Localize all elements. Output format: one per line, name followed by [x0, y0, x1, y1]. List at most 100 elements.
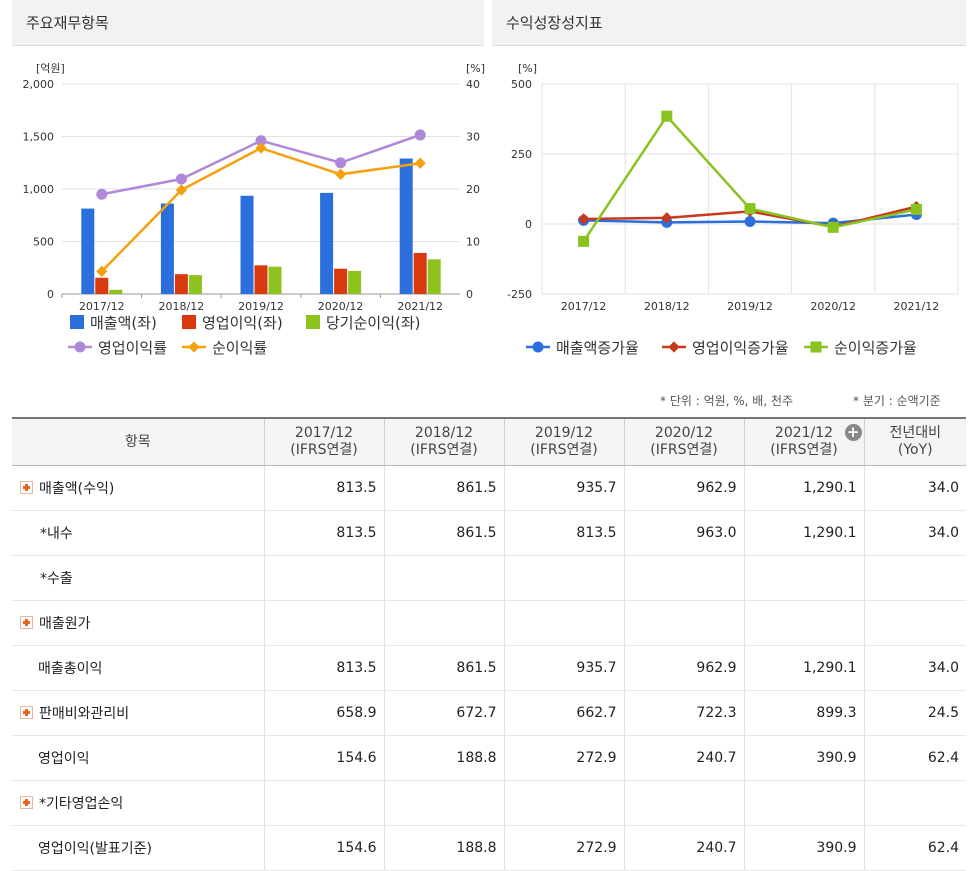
- line-point: [96, 265, 108, 278]
- value-cell: [743, 555, 864, 601]
- y-tick-label: 250: [511, 148, 532, 161]
- unit-note: * 단위 : 억원, %, 배, 천주: [660, 394, 794, 408]
- value-cell: [863, 600, 966, 646]
- line-point: [335, 157, 347, 169]
- value-cell: [503, 780, 624, 826]
- legend-label: 영업이익률: [98, 339, 167, 357]
- value-cell: [263, 780, 384, 826]
- bar: [95, 277, 109, 294]
- value-cell: 240.7: [623, 825, 744, 871]
- row-label: 매출액(수익): [39, 481, 115, 497]
- expand-row-icon[interactable]: [20, 796, 33, 809]
- value-cell: 861.5: [383, 465, 504, 511]
- bar: [81, 208, 95, 294]
- x-tick-label: 2019/12: [238, 300, 284, 313]
- header-date: 2020/12: [654, 425, 714, 441]
- expand-row-icon[interactable]: [20, 616, 33, 629]
- header-date: 2019/12: [534, 425, 594, 441]
- line-point: [414, 157, 426, 169]
- series-line: [100, 146, 421, 273]
- table-row: 매출원가: [12, 600, 966, 646]
- y-right-tick-label: 30: [466, 131, 480, 144]
- header-period: 2020/12 (IFRS연결): [623, 418, 744, 466]
- table-row: 매출총이익 813.5 861.5 935.7 962.9 1,290.1 34.0: [12, 645, 966, 691]
- financial-table: 항목 2017/12 (IFRS연결) 2018/12 (IFRS연결) 2019/…: [12, 417, 966, 871]
- value-cell: 24.5: [863, 690, 966, 736]
- legend-label: 순이익률: [212, 339, 267, 357]
- y-left-tick-label: 2,000: [23, 78, 55, 91]
- quarter-note: * 분기 : 순액기준: [853, 394, 941, 408]
- table-row: *내수 813.5 861.5 813.5 963.0 1,290.1 34.0: [12, 510, 966, 556]
- value-cell: 390.9: [743, 825, 864, 871]
- row-label: 매출원가: [39, 616, 91, 632]
- row-label: *기타영업손익: [39, 796, 124, 812]
- value-cell: [743, 780, 864, 826]
- header-date: 2021/12: [774, 425, 834, 441]
- bar: [413, 252, 427, 294]
- value-cell: [863, 780, 966, 826]
- bar: [399, 158, 413, 294]
- x-tick-label: 2021/12: [894, 300, 940, 313]
- line-point: [96, 188, 108, 200]
- header-item: 항목: [12, 418, 264, 466]
- bar: [109, 289, 123, 294]
- header-yoy: 전년대비 (YoY): [863, 418, 966, 466]
- legend-swatch: [182, 315, 196, 329]
- legend-label: 영업이익증가율: [692, 339, 789, 357]
- table-row: *수출: [12, 555, 966, 601]
- value-cell: 813.5: [263, 510, 384, 556]
- expand-row-icon[interactable]: [20, 481, 33, 494]
- bar: [160, 203, 174, 294]
- header-basis: (IFRS연결): [410, 442, 478, 458]
- value-cell: [383, 600, 504, 646]
- value-cell: 188.8: [383, 735, 504, 781]
- header-period: 2018/12 (IFRS연결): [383, 418, 504, 466]
- y-tick-label: 0: [525, 218, 532, 231]
- expand-columns-icon[interactable]: +: [844, 424, 862, 441]
- header-basis: (IFRS연결): [290, 442, 358, 458]
- value-cell: [743, 600, 864, 646]
- value-cell: 390.9: [743, 735, 864, 781]
- expand-row-icon[interactable]: [20, 706, 33, 719]
- financial-items-chart: [억원] [%] 2,000 40 1,500 30 1,000 20 500 10 0 0 2017/…: [23, 62, 486, 357]
- value-cell: 861.5: [383, 645, 504, 691]
- value-cell: [623, 555, 744, 601]
- legend-marker: [74, 341, 86, 353]
- header-date: 2017/12: [294, 425, 354, 441]
- value-cell: [503, 555, 624, 601]
- y-left-unit: [억원]: [36, 62, 65, 75]
- table-header-row: 항목 2017/12 (IFRS연결) 2018/12 (IFRS연결) 2019/…: [12, 418, 966, 466]
- x-tick-label: 2020/12: [318, 300, 364, 313]
- bar: [174, 274, 188, 294]
- row-label-cell: 매출액(수익): [12, 465, 264, 511]
- line-point: [910, 203, 922, 215]
- value-cell: 658.9: [263, 690, 384, 736]
- value-cell: 1,290.1: [743, 510, 864, 556]
- legend-marker: [188, 341, 200, 353]
- value-cell: 672.7: [383, 690, 504, 736]
- value-cell: 861.5: [383, 510, 504, 556]
- y-right-tick-label: 0: [466, 288, 473, 301]
- header-yoy-sub: (YoY): [897, 442, 933, 458]
- bar: [427, 259, 441, 294]
- bar: [348, 270, 362, 294]
- value-cell: 34.0: [863, 465, 966, 511]
- y-right-tick-label: 40: [466, 78, 480, 91]
- y-unit: [%]: [518, 62, 537, 75]
- y-right-tick-label: 20: [466, 183, 480, 196]
- growth-indicators-chart: [%] 500 250 0 -250 2017/12 2018/12 2019/12 2020/…: [507, 62, 959, 357]
- line-point: [827, 221, 839, 233]
- line-point: [175, 184, 188, 196]
- value-cell: [263, 555, 384, 601]
- y-right-tick-label: 10: [466, 236, 480, 249]
- line-point: [334, 168, 347, 180]
- line-point: [578, 235, 590, 247]
- bar: [188, 275, 202, 294]
- y-tick-label: 500: [511, 78, 532, 91]
- legend-label: 순이익증가율: [834, 339, 917, 357]
- value-cell: 154.6: [263, 825, 384, 871]
- legend-label: 매출액(좌): [90, 314, 157, 332]
- bar: [268, 266, 282, 294]
- y-left-tick-label: 1,500: [23, 131, 55, 144]
- header-basis: (IFRS연결): [770, 442, 838, 458]
